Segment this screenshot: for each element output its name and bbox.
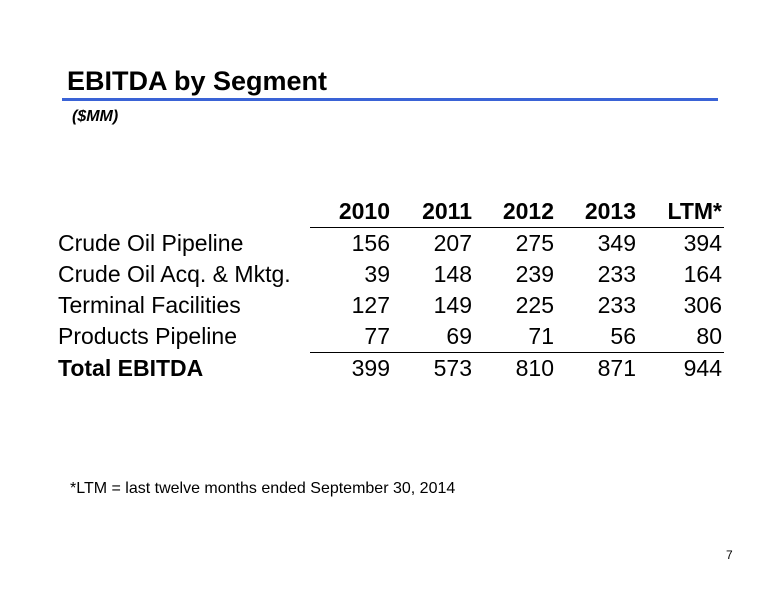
title-underline xyxy=(62,98,718,101)
ebitda-table: 2010 2011 2012 2013 LTM* Crude Oil Pipel… xyxy=(58,196,724,384)
column-header: 2013 xyxy=(556,196,638,228)
table-cell: 71 xyxy=(474,321,556,353)
slide-title: EBITDA by Segment xyxy=(67,66,328,96)
row-label: Terminal Facilities xyxy=(58,292,241,318)
table-cell: 233 xyxy=(597,261,636,287)
total-cell: 573 xyxy=(433,355,472,381)
table-cell: 164 xyxy=(683,261,722,287)
total-label: Total EBITDA xyxy=(58,354,204,381)
total-cell: 399 xyxy=(351,355,390,381)
footnote: *LTM = last twelve months ended Septembe… xyxy=(70,480,456,497)
table-cell: 56 xyxy=(556,321,638,353)
total-cell: 871 xyxy=(597,355,636,381)
column-header: LTM* xyxy=(638,196,724,228)
table-cell: 156 xyxy=(351,230,390,256)
table-cell: 39 xyxy=(364,261,390,287)
row-label: Crude Oil Acq. & Mktg. xyxy=(58,261,291,287)
total-cell: 944 xyxy=(683,355,722,381)
table-row: Products Pipeline 77 69 71 56 80 xyxy=(58,321,724,353)
table-cell: 127 xyxy=(351,292,390,318)
table-row: Terminal Facilities 127 149 225 233 306 xyxy=(58,290,724,321)
table-cell: 275 xyxy=(515,230,554,256)
total-row: Total EBITDA 399 573 810 871 944 xyxy=(58,353,724,385)
total-cell: 810 xyxy=(515,355,554,381)
table-row: Crude Oil Pipeline 156 207 275 349 394 xyxy=(58,228,724,260)
table-cell: 207 xyxy=(433,230,472,256)
row-label: Products Pipeline xyxy=(58,323,237,350)
table-cell: 233 xyxy=(597,292,636,318)
column-header: 2012 xyxy=(474,196,556,228)
table-cell: 149 xyxy=(433,292,472,318)
table-cell: 225 xyxy=(515,292,554,318)
table-cell: 148 xyxy=(433,261,472,287)
slide-subtitle: ($MM) xyxy=(72,108,119,125)
table-header-row: 2010 2011 2012 2013 LTM* xyxy=(58,196,724,228)
page-number: 7 xyxy=(726,548,733,562)
table-cell: 69 xyxy=(392,321,474,353)
table-cell: 77 xyxy=(310,321,392,353)
column-header: 2011 xyxy=(392,196,474,228)
column-header: 2010 xyxy=(310,196,392,228)
table-cell: 349 xyxy=(597,230,636,256)
table-cell: 394 xyxy=(683,230,722,256)
table-row: Crude Oil Acq. & Mktg. 39 148 239 233 16… xyxy=(58,259,724,290)
header-blank-cell xyxy=(58,196,310,228)
table-cell: 239 xyxy=(515,261,554,287)
table-cell: 306 xyxy=(683,292,722,318)
row-label: Crude Oil Pipeline xyxy=(58,229,244,256)
table-cell: 80 xyxy=(638,321,724,353)
